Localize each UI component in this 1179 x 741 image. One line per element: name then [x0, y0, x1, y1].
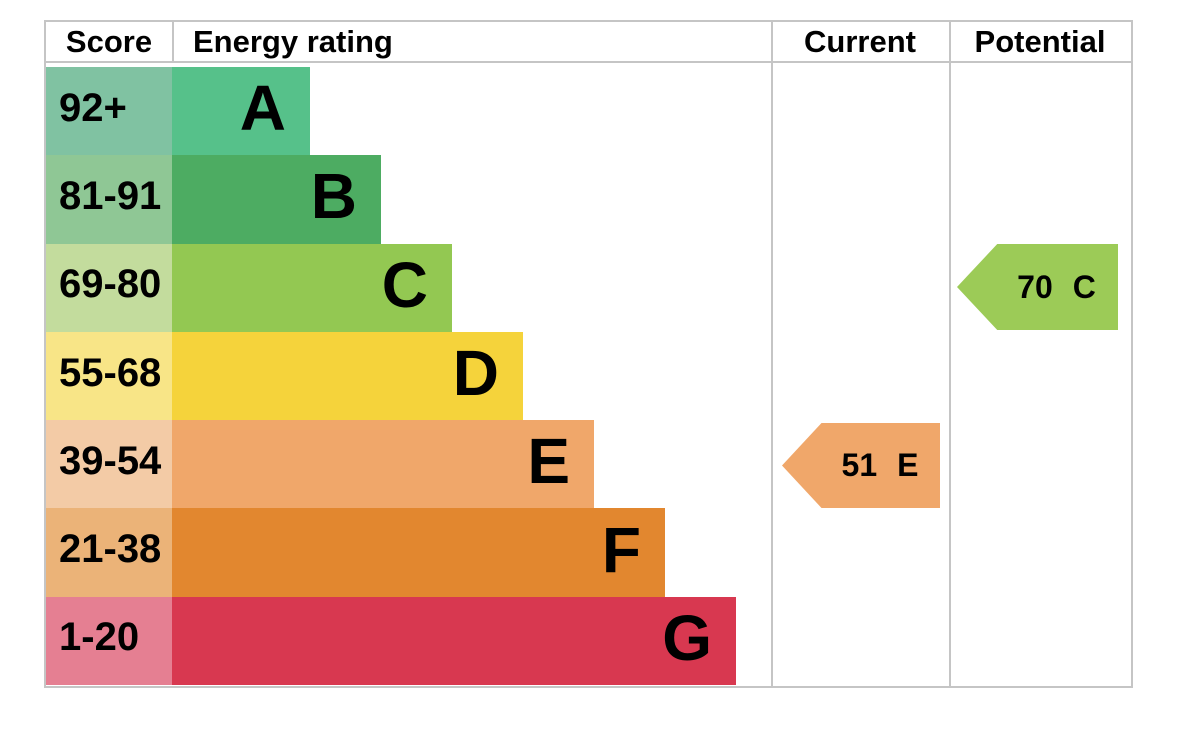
score-range-label-c: 69-80: [59, 262, 162, 307]
score-range-cell-c: 69-80: [46, 243, 172, 332]
score-range-cell-a: 92+: [46, 67, 172, 156]
column-header-current-label: Current: [804, 23, 916, 59]
score-range-label-d: 55-68: [59, 350, 162, 395]
column-header-score-label: Score: [65, 23, 153, 59]
score-range-cell-b: 81-91: [46, 155, 172, 244]
band-row-b: 81-91 B: [46, 155, 1131, 244]
band-row-f: 21-38 F: [46, 508, 1131, 597]
band-row-c: 69-80 C: [46, 243, 1131, 332]
score-range-cell-d: 55-68: [46, 331, 172, 421]
rating-letter-d: D: [452, 337, 499, 410]
rating-bar-g: G: [172, 596, 736, 686]
rating-letter-c: C: [381, 248, 428, 321]
band-rows: 92+ A 81-91 B 69-80 C 55-68: [46, 67, 1131, 686]
potential-rating-letter: C: [1072, 268, 1096, 305]
potential-column-divider: [949, 22, 951, 686]
score-range-cell-e: 39-54: [46, 420, 172, 509]
rating-letter-a: A: [239, 72, 286, 145]
score-range-label-b: 81-91: [59, 173, 162, 218]
band-row-g: 1-20 G: [46, 596, 1131, 686]
rating-bar-a: A: [172, 67, 310, 156]
column-header-potential: Potential: [949, 22, 1131, 61]
rating-letter-e: E: [527, 425, 570, 498]
rating-letter-b: B: [310, 160, 357, 233]
header-bottom-border: [46, 61, 1131, 63]
rating-bar-f: F: [172, 508, 665, 597]
column-header-score: Score: [46, 22, 172, 61]
rating-bar-c: C: [172, 243, 452, 332]
rating-letter-g: G: [662, 601, 712, 674]
score-range-label-g: 1-20: [59, 615, 140, 660]
header-score-divider: [172, 22, 174, 61]
rating-bar-e: E: [172, 420, 594, 509]
band-row-d: 55-68 D: [46, 331, 1131, 421]
score-range-cell-f: 21-38: [46, 508, 172, 597]
band-row-e: 39-54 E: [46, 420, 1131, 509]
rating-bar-d: D: [172, 331, 523, 421]
column-header-potential-label: Potential: [974, 23, 1106, 59]
score-range-label-e: 39-54: [59, 438, 162, 483]
score-range-cell-g: 1-20: [46, 596, 172, 686]
score-range-label-a: 92+: [59, 85, 127, 130]
chart-header-row: Score Energy rating Current Potential: [46, 22, 1131, 61]
rating-bar-b: B: [172, 155, 381, 244]
epc-rating-chart: Score Energy rating Current Potential 92…: [44, 20, 1133, 688]
column-header-energy-rating-label: Energy rating: [193, 23, 393, 59]
potential-rating-value: 70: [1017, 268, 1053, 305]
current-rating-value: 51: [841, 447, 878, 483]
score-range-label-f: 21-38: [59, 527, 162, 572]
column-header-current: Current: [771, 22, 949, 61]
column-header-energy-rating: Energy rating: [172, 22, 771, 61]
rating-letter-f: F: [601, 513, 641, 586]
current-column-divider: [771, 22, 773, 686]
current-rating-letter: E: [897, 447, 919, 483]
band-row-a: 92+ A: [46, 67, 1131, 156]
